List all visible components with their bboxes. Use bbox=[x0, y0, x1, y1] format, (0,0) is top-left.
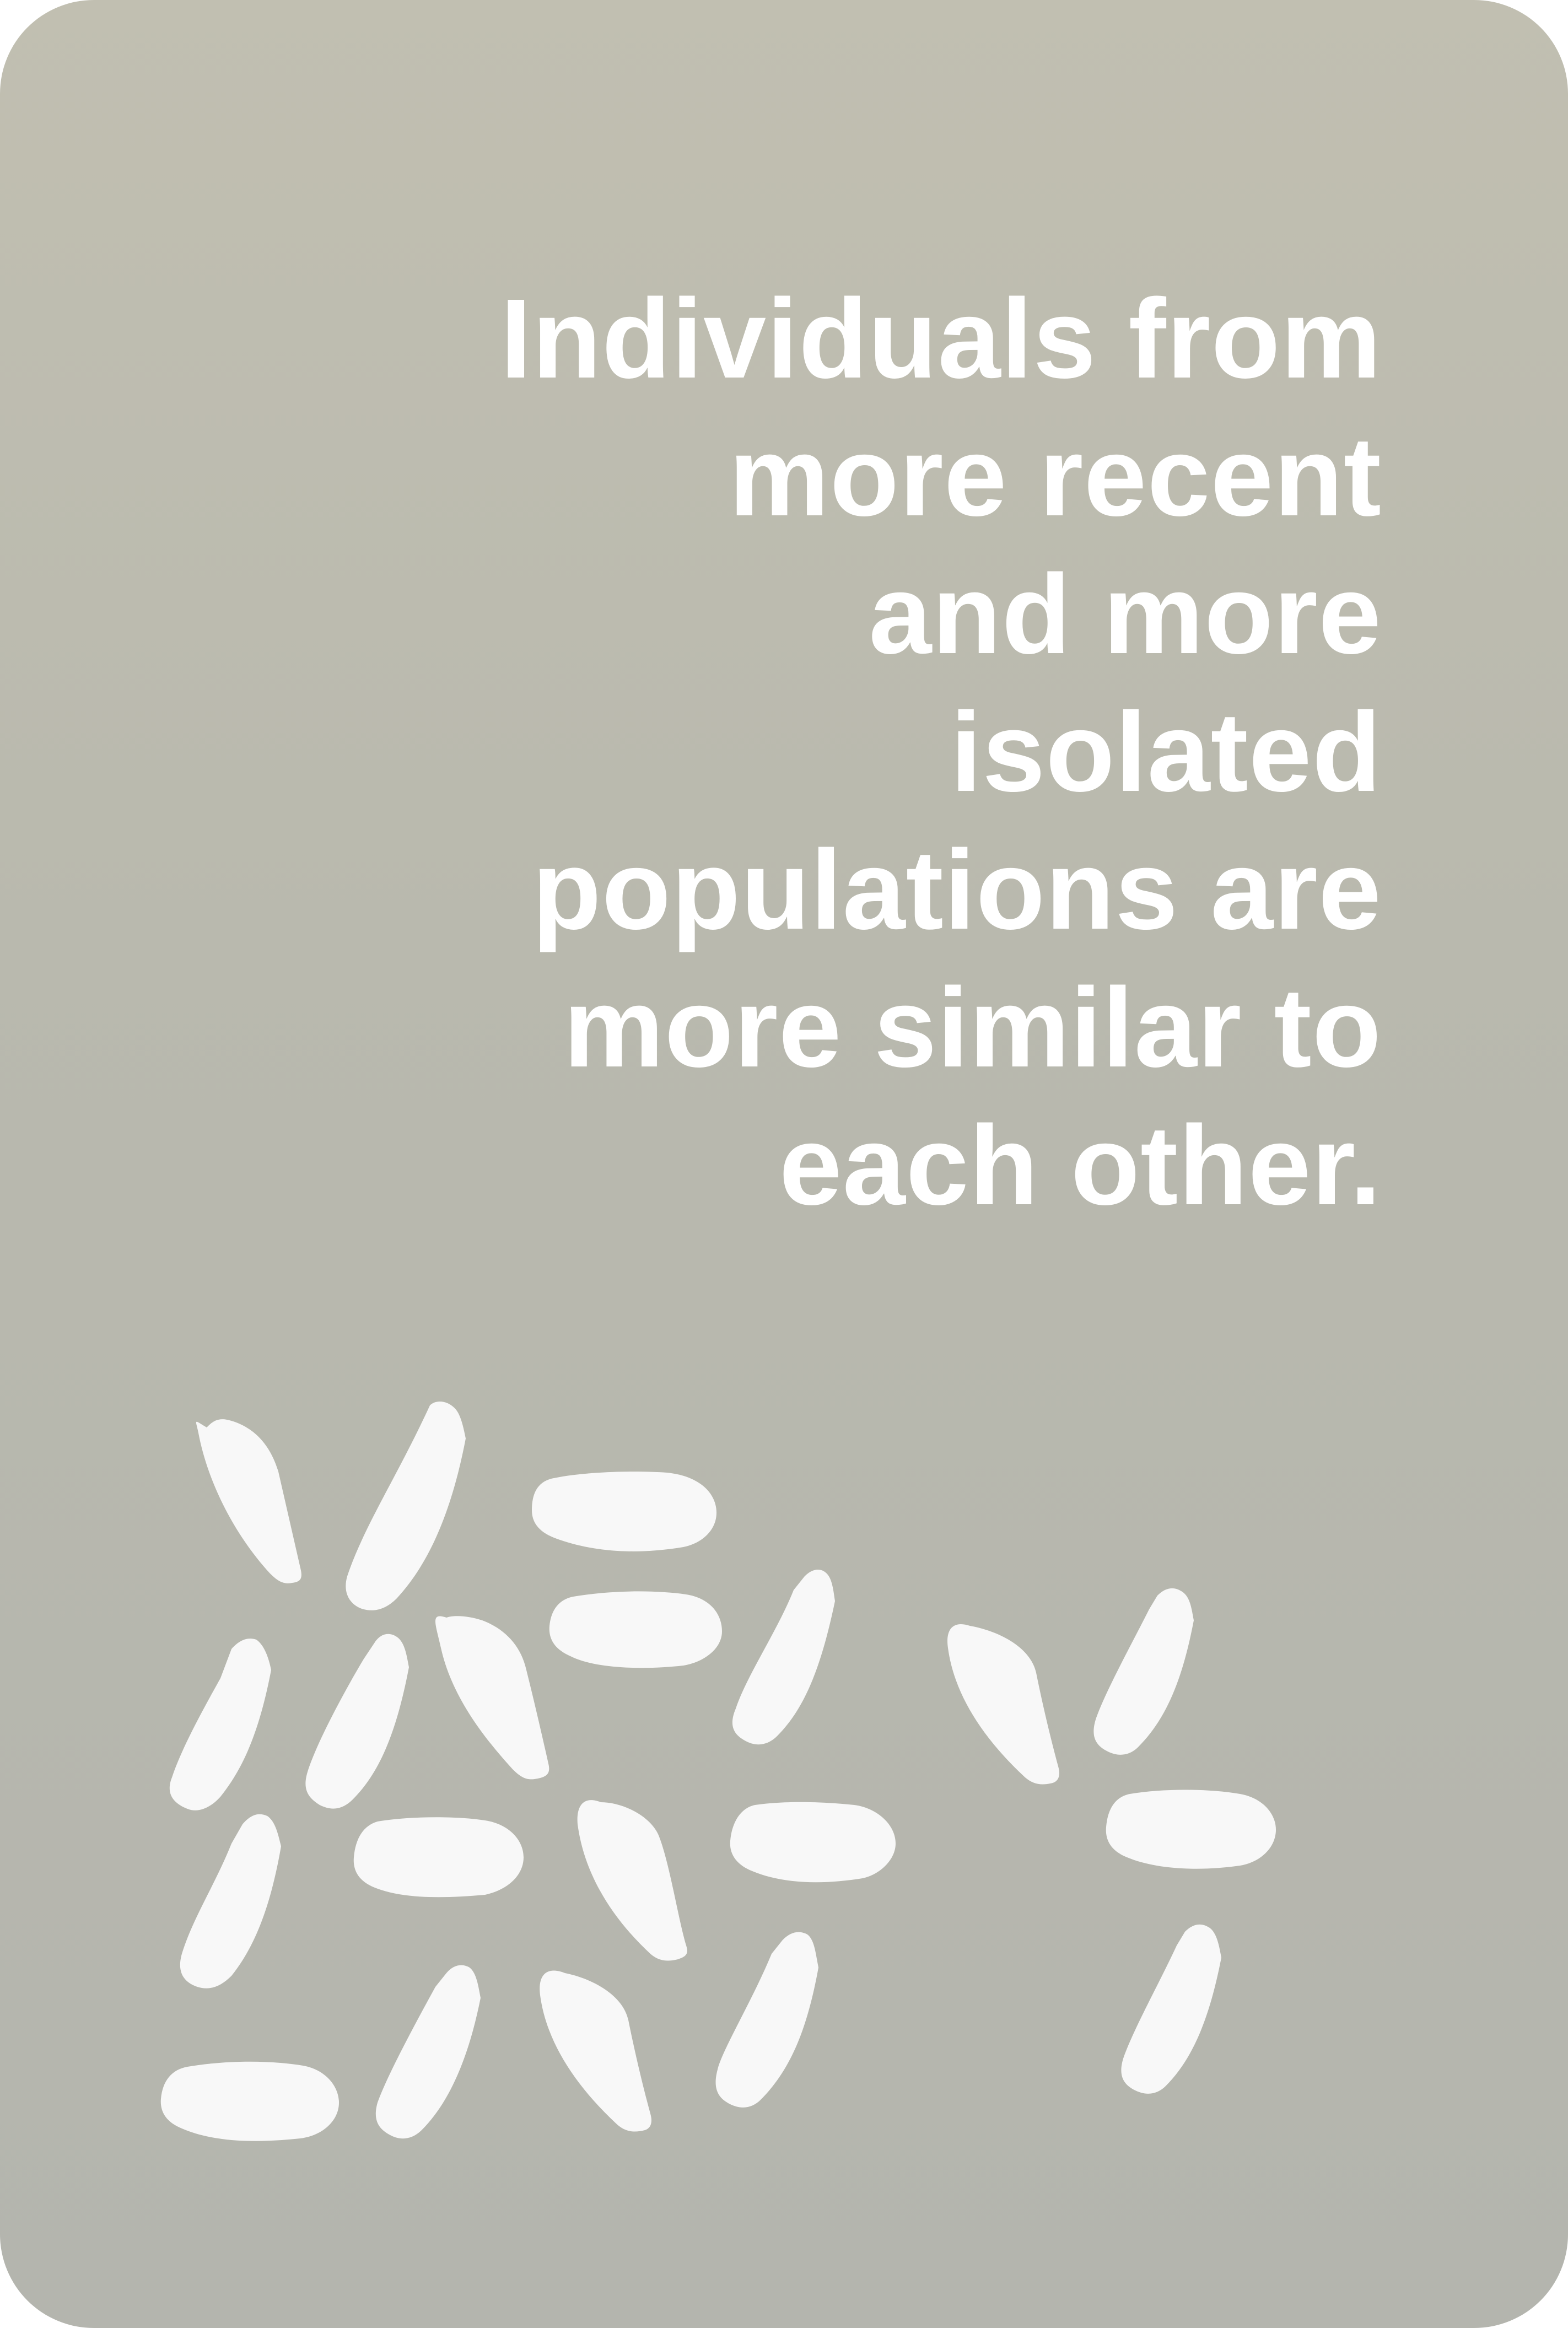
statement-line: more similar to bbox=[563, 964, 1382, 1091]
grain-shape bbox=[1121, 1924, 1221, 2094]
grain-shape bbox=[715, 1932, 818, 2108]
grain-shape bbox=[180, 1814, 281, 1988]
statement-line: isolated bbox=[950, 689, 1382, 815]
statement-line: each other. bbox=[779, 1102, 1382, 1228]
card-statement: Individuals from more recent and more is… bbox=[335, 270, 1382, 1235]
grain-shape bbox=[532, 1472, 716, 1551]
grain-shape bbox=[730, 1802, 896, 1883]
grain-shape bbox=[1093, 1588, 1194, 1755]
grain-shape bbox=[1106, 1790, 1276, 1869]
grain-shape bbox=[540, 1970, 651, 2132]
statement-line: and more bbox=[869, 551, 1382, 677]
grain-shape bbox=[196, 1419, 301, 1583]
grain-shape bbox=[160, 2061, 339, 2141]
grain-shape bbox=[346, 1402, 466, 1610]
statement-line: Individuals from bbox=[500, 276, 1382, 402]
grain-shape bbox=[549, 1591, 722, 1668]
grain-shape bbox=[947, 1624, 1059, 1785]
grain-shape bbox=[732, 1570, 835, 1745]
grain-shape bbox=[353, 1817, 524, 1898]
statement-line: more recent bbox=[729, 413, 1382, 540]
grain-shape bbox=[577, 1800, 687, 1961]
grain-shape bbox=[305, 1634, 409, 1809]
grain-shape bbox=[169, 1639, 271, 1810]
grain-shape bbox=[435, 1616, 549, 1780]
grain-shape bbox=[375, 1965, 481, 2139]
statement-line: populations are bbox=[532, 827, 1382, 953]
